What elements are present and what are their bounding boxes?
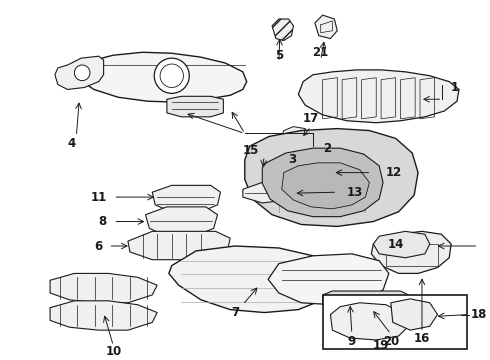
Polygon shape xyxy=(50,301,157,330)
Polygon shape xyxy=(315,15,337,39)
Text: 12: 12 xyxy=(386,166,402,179)
Polygon shape xyxy=(330,303,408,340)
Text: 9: 9 xyxy=(348,336,356,348)
Text: 17: 17 xyxy=(303,112,319,125)
Polygon shape xyxy=(391,299,438,330)
Text: 5: 5 xyxy=(275,49,283,62)
Polygon shape xyxy=(298,70,459,123)
Polygon shape xyxy=(146,207,218,236)
Polygon shape xyxy=(272,19,294,41)
Polygon shape xyxy=(152,185,220,212)
Polygon shape xyxy=(268,254,389,305)
Polygon shape xyxy=(262,148,383,217)
Polygon shape xyxy=(323,291,408,309)
Polygon shape xyxy=(245,129,418,226)
Text: 7: 7 xyxy=(231,306,239,319)
Text: 10: 10 xyxy=(105,345,122,358)
Polygon shape xyxy=(79,52,247,102)
Text: 13: 13 xyxy=(347,186,363,199)
Text: 16: 16 xyxy=(414,333,430,346)
Polygon shape xyxy=(371,231,451,273)
Polygon shape xyxy=(249,158,271,175)
Polygon shape xyxy=(128,231,230,260)
Text: 4: 4 xyxy=(67,137,75,150)
Text: 18: 18 xyxy=(471,308,487,321)
Polygon shape xyxy=(169,246,334,312)
Circle shape xyxy=(154,58,189,93)
Circle shape xyxy=(74,65,90,81)
Text: 11: 11 xyxy=(90,190,106,204)
Polygon shape xyxy=(243,180,298,203)
Text: 19: 19 xyxy=(373,339,389,352)
Polygon shape xyxy=(167,96,223,117)
Polygon shape xyxy=(282,163,369,209)
Text: 6: 6 xyxy=(95,239,102,252)
Text: 21: 21 xyxy=(313,46,329,59)
Polygon shape xyxy=(55,56,103,89)
Bar xyxy=(323,295,467,349)
Text: 14: 14 xyxy=(388,238,404,251)
Polygon shape xyxy=(50,273,157,303)
Text: 2: 2 xyxy=(323,142,331,155)
Text: 3: 3 xyxy=(289,153,297,166)
Polygon shape xyxy=(373,231,430,258)
Text: 1: 1 xyxy=(451,81,459,94)
Text: 8: 8 xyxy=(98,215,106,228)
Text: 20: 20 xyxy=(383,336,399,348)
Text: 15: 15 xyxy=(243,144,259,157)
Polygon shape xyxy=(282,127,308,146)
